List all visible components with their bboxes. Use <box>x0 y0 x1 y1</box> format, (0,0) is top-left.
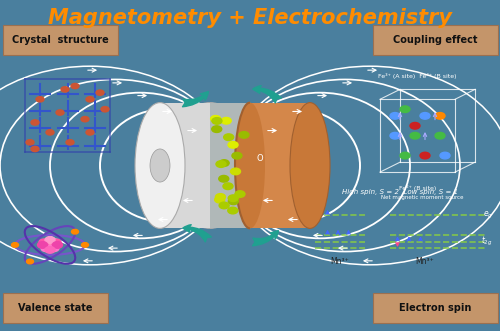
Text: Electron spin: Electron spin <box>399 303 471 313</box>
Circle shape <box>49 245 59 252</box>
FancyBboxPatch shape <box>372 25 498 55</box>
Bar <box>210 103 250 228</box>
Circle shape <box>96 90 104 95</box>
Circle shape <box>228 207 238 214</box>
Text: Net magnetic moment source: Net magnetic moment source <box>382 195 464 200</box>
Circle shape <box>86 97 94 102</box>
Circle shape <box>228 142 238 148</box>
Circle shape <box>230 168 240 175</box>
Circle shape <box>38 242 48 248</box>
Circle shape <box>31 120 39 125</box>
Circle shape <box>216 194 226 200</box>
Circle shape <box>81 117 89 122</box>
Text: Coupling effect: Coupling effect <box>393 35 477 45</box>
Circle shape <box>212 118 222 124</box>
Circle shape <box>221 118 231 124</box>
Circle shape <box>400 152 410 159</box>
Circle shape <box>101 107 109 112</box>
Circle shape <box>435 113 445 119</box>
Circle shape <box>420 113 430 119</box>
Text: O: O <box>256 154 264 164</box>
Ellipse shape <box>235 103 265 228</box>
Circle shape <box>216 161 226 167</box>
Circle shape <box>12 243 18 247</box>
Ellipse shape <box>170 103 250 228</box>
Text: High spin, S = 2  Low spin, S = 1: High spin, S = 2 Low spin, S = 1 <box>342 189 458 195</box>
Text: $e_g$: $e_g$ <box>482 210 492 221</box>
Circle shape <box>45 237 55 243</box>
Circle shape <box>39 239 49 246</box>
Circle shape <box>45 242 55 248</box>
Circle shape <box>219 202 229 209</box>
Ellipse shape <box>150 149 170 182</box>
Text: Fe³⁺ (A site)  Fe⁴⁺ (B site): Fe³⁺ (A site) Fe⁴⁺ (B site) <box>378 73 457 79</box>
Ellipse shape <box>290 103 330 228</box>
FancyBboxPatch shape <box>250 103 310 228</box>
Circle shape <box>26 259 34 264</box>
FancyBboxPatch shape <box>2 25 117 55</box>
Circle shape <box>410 122 420 129</box>
Circle shape <box>232 152 242 159</box>
Circle shape <box>219 175 229 182</box>
Circle shape <box>239 131 249 138</box>
Circle shape <box>440 152 450 159</box>
Circle shape <box>410 132 420 139</box>
Circle shape <box>400 106 410 113</box>
Circle shape <box>212 126 222 132</box>
Circle shape <box>435 132 445 139</box>
FancyBboxPatch shape <box>372 293 498 323</box>
Circle shape <box>56 110 64 115</box>
Circle shape <box>61 87 69 92</box>
Circle shape <box>223 183 233 190</box>
Text: Valence state: Valence state <box>18 303 92 313</box>
FancyBboxPatch shape <box>2 293 108 323</box>
Circle shape <box>31 146 39 152</box>
Circle shape <box>51 239 61 246</box>
Circle shape <box>390 113 400 119</box>
Circle shape <box>224 134 234 140</box>
Circle shape <box>214 196 224 203</box>
Circle shape <box>45 247 55 253</box>
Text: $t_{2g}$: $t_{2g}$ <box>481 235 492 248</box>
Text: Magnetometry + Electrochemistry: Magnetometry + Electrochemistry <box>48 8 452 28</box>
Circle shape <box>72 229 78 234</box>
Text: Mn³⁺: Mn³⁺ <box>416 257 434 266</box>
Circle shape <box>82 243 88 247</box>
Ellipse shape <box>135 103 185 228</box>
Text: Crystal  structure: Crystal structure <box>12 35 108 45</box>
FancyBboxPatch shape <box>160 103 230 228</box>
Circle shape <box>26 140 34 145</box>
Text: Mn³⁺: Mn³⁺ <box>330 257 349 266</box>
Circle shape <box>36 97 44 102</box>
Circle shape <box>71 83 79 89</box>
Circle shape <box>66 140 74 145</box>
Circle shape <box>41 245 51 252</box>
Circle shape <box>210 116 220 122</box>
Circle shape <box>390 132 400 139</box>
Circle shape <box>228 198 238 205</box>
Circle shape <box>52 242 62 248</box>
Circle shape <box>235 191 245 197</box>
Circle shape <box>86 130 94 135</box>
Text: Fe²⁺ (B site): Fe²⁺ (B site) <box>399 185 436 191</box>
Circle shape <box>46 130 54 135</box>
Circle shape <box>420 152 430 159</box>
Circle shape <box>228 195 238 202</box>
Circle shape <box>219 160 229 166</box>
